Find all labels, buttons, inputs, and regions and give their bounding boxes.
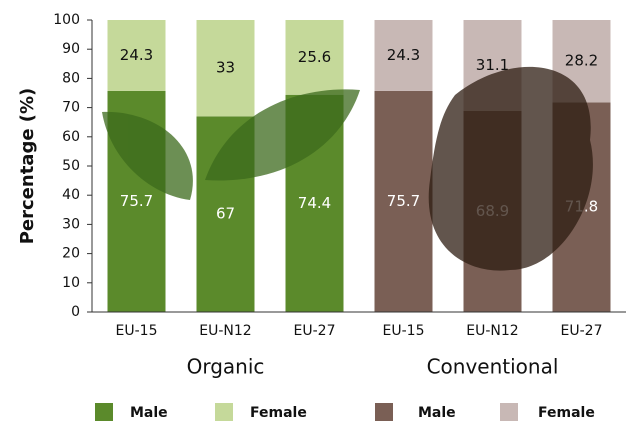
bar-segment [107,20,166,91]
y-tick-label: 10 [62,275,80,291]
legend-label: Male [418,405,456,421]
legend-swatch [215,403,233,421]
y-tick-label: 100 [53,12,80,28]
x-tick-label: EU-15 [116,323,158,339]
value-label: 31.1 [476,56,509,74]
value-label: 75.7 [120,192,153,210]
value-label: 74.4 [298,194,331,212]
decoration [102,66,593,271]
group-label: Conventional [427,355,559,379]
value-label: 33 [216,59,235,77]
bar-segment [374,20,433,91]
value-label: 67 [216,205,235,223]
y-tick-label: 40 [62,187,80,203]
legend-label: Male [130,405,168,421]
y-tick-label: 60 [62,129,80,145]
bar-segment [196,20,255,117]
legend-swatch [500,403,518,421]
sack-icon [428,66,593,271]
y-axis-label: Percentage (%) [17,88,38,245]
y-tick-label: 0 [71,304,80,320]
x-tick-label: EU-N12 [199,323,251,339]
bar-segment [374,90,433,313]
value-label: 25.6 [298,48,331,66]
legend-label: Female [250,405,307,421]
y-tick-label: 20 [62,246,80,262]
value-label: 28.2 [565,52,598,70]
leaf-icon [102,111,193,200]
y-tick-label: 70 [62,100,80,116]
bar-segment [285,20,344,95]
x-tick-label: EU-15 [383,323,425,339]
legend-label: Female [538,405,595,421]
x-tick-label: EU-27 [294,323,336,339]
x-tick-label: EU-27 [561,323,603,339]
legend-swatch [95,403,113,421]
legend-swatch [375,403,393,421]
value-label: 75.7 [387,192,420,210]
y-tick-label: 90 [62,41,80,57]
y-tick-label: 50 [62,158,80,174]
value-label: 24.3 [387,46,420,64]
group-label: Organic [187,355,265,379]
y-tick-label: 30 [62,216,80,232]
leaf-icon [205,89,360,181]
x-tick-label: EU-N12 [466,323,518,339]
value-label: 24.3 [120,46,153,64]
y-tick-label: 80 [62,70,80,86]
